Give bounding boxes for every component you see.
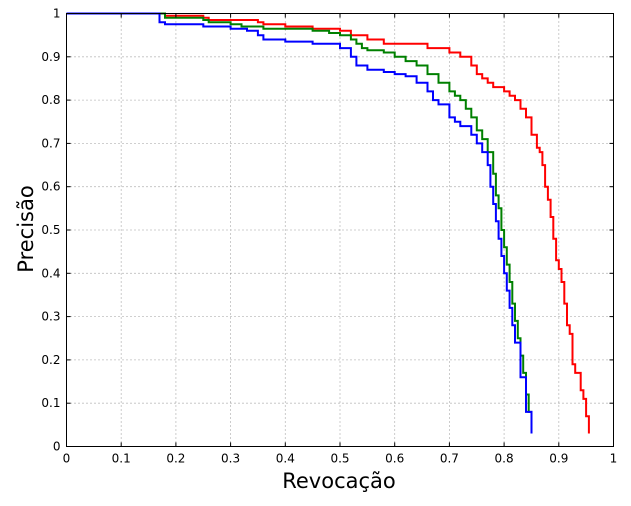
x-tick-label: 0.4 (276, 452, 295, 466)
x-tick-label: 0.1 (112, 452, 131, 466)
x-tick-label: 0.5 (330, 452, 349, 466)
y-tick-label: 0.3 (41, 310, 60, 324)
grid (66, 13, 614, 447)
y-tick-label: 0.5 (41, 223, 60, 237)
x-tick-label: 0 (63, 452, 71, 466)
y-tick-label: 0 (53, 440, 61, 454)
y-axis-title: Precisão (14, 185, 38, 272)
series-line-0 (66, 12, 590, 434)
x-tick-label: 1 (610, 452, 618, 466)
x-tick-label: 0.8 (495, 452, 514, 466)
series-line-1 (66, 12, 533, 434)
y-tick-label: 0.9 (41, 50, 60, 64)
y-tick-label: 0.2 (41, 353, 60, 367)
x-tick-label: 0.7 (440, 452, 459, 466)
x-axis-title: Revocação (282, 469, 396, 493)
y-tick-label: 1 (53, 7, 61, 21)
x-tick-label: 0.3 (221, 452, 240, 466)
series-line-2 (66, 12, 533, 434)
tick-labels: 0 0.1 0.2 0.3 0.4 0.5 0.6 0.7 0.8 0.9 1 0 0.1 0.2 0.3 0… (41, 7, 617, 466)
x-tick-label: 0.9 (549, 452, 568, 466)
series-layer (66, 12, 590, 434)
ticks (66, 13, 614, 447)
x-tick-label: 0.2 (166, 452, 185, 466)
y-tick-label: 0.8 (41, 93, 60, 107)
y-tick-label: 0.7 (41, 136, 60, 150)
y-tick-label: 0.6 (41, 180, 60, 194)
x-tick-label: 0.6 (385, 452, 404, 466)
y-tick-label: 0.1 (41, 396, 60, 410)
y-tick-label: 0.4 (41, 266, 60, 280)
